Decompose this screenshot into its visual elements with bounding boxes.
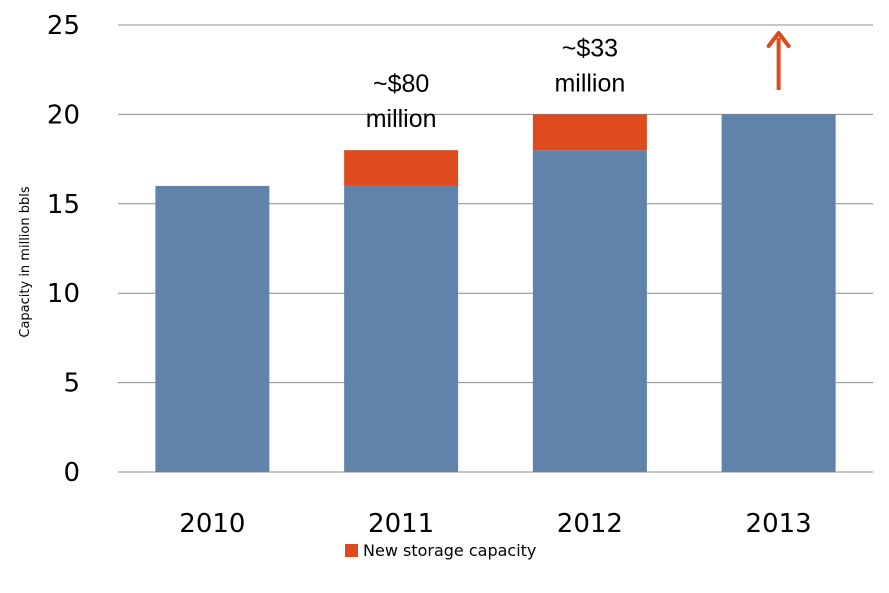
bar-new-storage-2012 [532,114,647,151]
x-tick-label-2012: 2012 [557,509,623,539]
bar-base-2010 [155,185,270,473]
y-axis-label: Capacity in million bbls [18,186,33,337]
legend: New storage capacity [345,541,536,560]
bar-base-2013 [721,114,836,473]
y-axis-ticks: 0 5 10 15 20 25 [47,11,80,488]
y-tick-label-5: 5 [63,369,80,399]
legend-swatch-new-storage [345,544,358,557]
bar-base-2012 [532,150,647,472]
bar-base-2011 [344,185,459,473]
annotation-unit-2011: million [366,105,437,133]
up-arrow-icon-2013 [766,31,791,48]
annotation-unit-2012: million [554,69,625,97]
x-tick-label-2010: 2010 [179,509,245,539]
bars [155,114,836,473]
x-tick-label-2013: 2013 [746,509,812,539]
legend-label-new-storage: New storage capacity [363,541,536,560]
x-tick-label-2011: 2011 [368,509,434,539]
annotations: ~$80 million ~$33 million [366,31,791,133]
y-tick-label-25: 25 [47,11,80,41]
annotation-cost-2011: ~$80 [373,70,429,98]
y-tick-label-20: 20 [47,100,80,130]
y-tick-label-10: 10 [47,279,80,309]
x-axis-ticks: 2010 2011 2012 2013 [179,509,811,539]
bar-new-storage-2011 [344,150,459,186]
annotation-cost-2012: ~$33 [562,34,618,62]
y-tick-label-0: 0 [63,458,80,488]
y-tick-label-15: 15 [47,190,80,220]
